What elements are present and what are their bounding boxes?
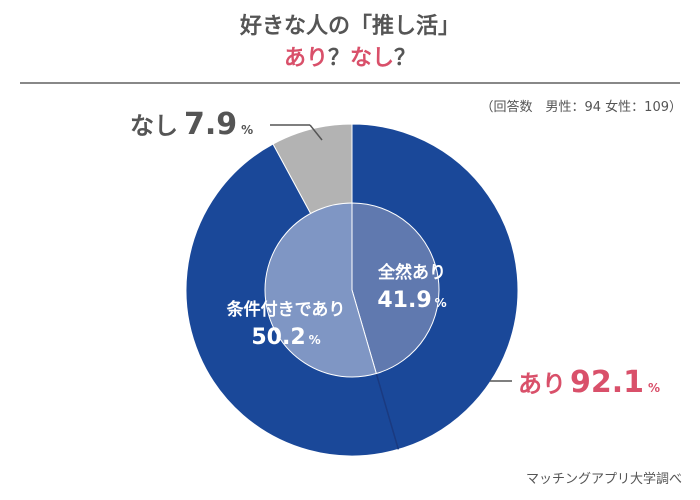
subtitle-yes: あり bbox=[283, 46, 328, 71]
inner-value-zenzen-number: 41.9 bbox=[377, 288, 431, 313]
nashi-label: なし 7.9% bbox=[130, 107, 253, 142]
inner-label-zenzen: 全然あり bbox=[377, 262, 446, 283]
inner-value-joken-number: 50.2 bbox=[251, 325, 305, 350]
inner-slice-1 bbox=[264, 202, 377, 378]
inner-label-joken: 条件付きであり bbox=[226, 299, 346, 320]
title-divider bbox=[20, 82, 680, 84]
inner-value-joken-unit: % bbox=[309, 333, 321, 347]
chart-subtitle: あり？なし？ bbox=[0, 40, 700, 72]
respondent-count: （回答数 男性：94 女性：109） bbox=[480, 100, 683, 115]
nashi-unit: % bbox=[241, 123, 253, 137]
ari-unit: % bbox=[648, 381, 660, 395]
source-note: マッチングアプリ大学調べ bbox=[525, 472, 682, 487]
inner-slice-0 bbox=[351, 202, 440, 375]
chart-title: 好きな人の「推し活」 bbox=[239, 14, 460, 39]
inner-value-joken: 50.2% bbox=[251, 325, 320, 350]
ari-value: 92.1 bbox=[570, 365, 644, 400]
ari-label-text: あり bbox=[518, 370, 566, 398]
subtitle-q1: ？ bbox=[327, 46, 350, 71]
subtitle-q2: ？ bbox=[394, 46, 417, 71]
inner-value-zenzen-unit: % bbox=[435, 296, 447, 310]
ari-label: あり 92.1% bbox=[518, 365, 660, 400]
inner-value-zenzen: 41.9% bbox=[377, 288, 446, 313]
nashi-label-text: なし bbox=[130, 112, 178, 140]
subtitle-no: なし bbox=[350, 46, 395, 71]
nashi-leader-line-diag bbox=[309, 124, 323, 141]
nashi-value: 7.9 bbox=[184, 107, 237, 142]
